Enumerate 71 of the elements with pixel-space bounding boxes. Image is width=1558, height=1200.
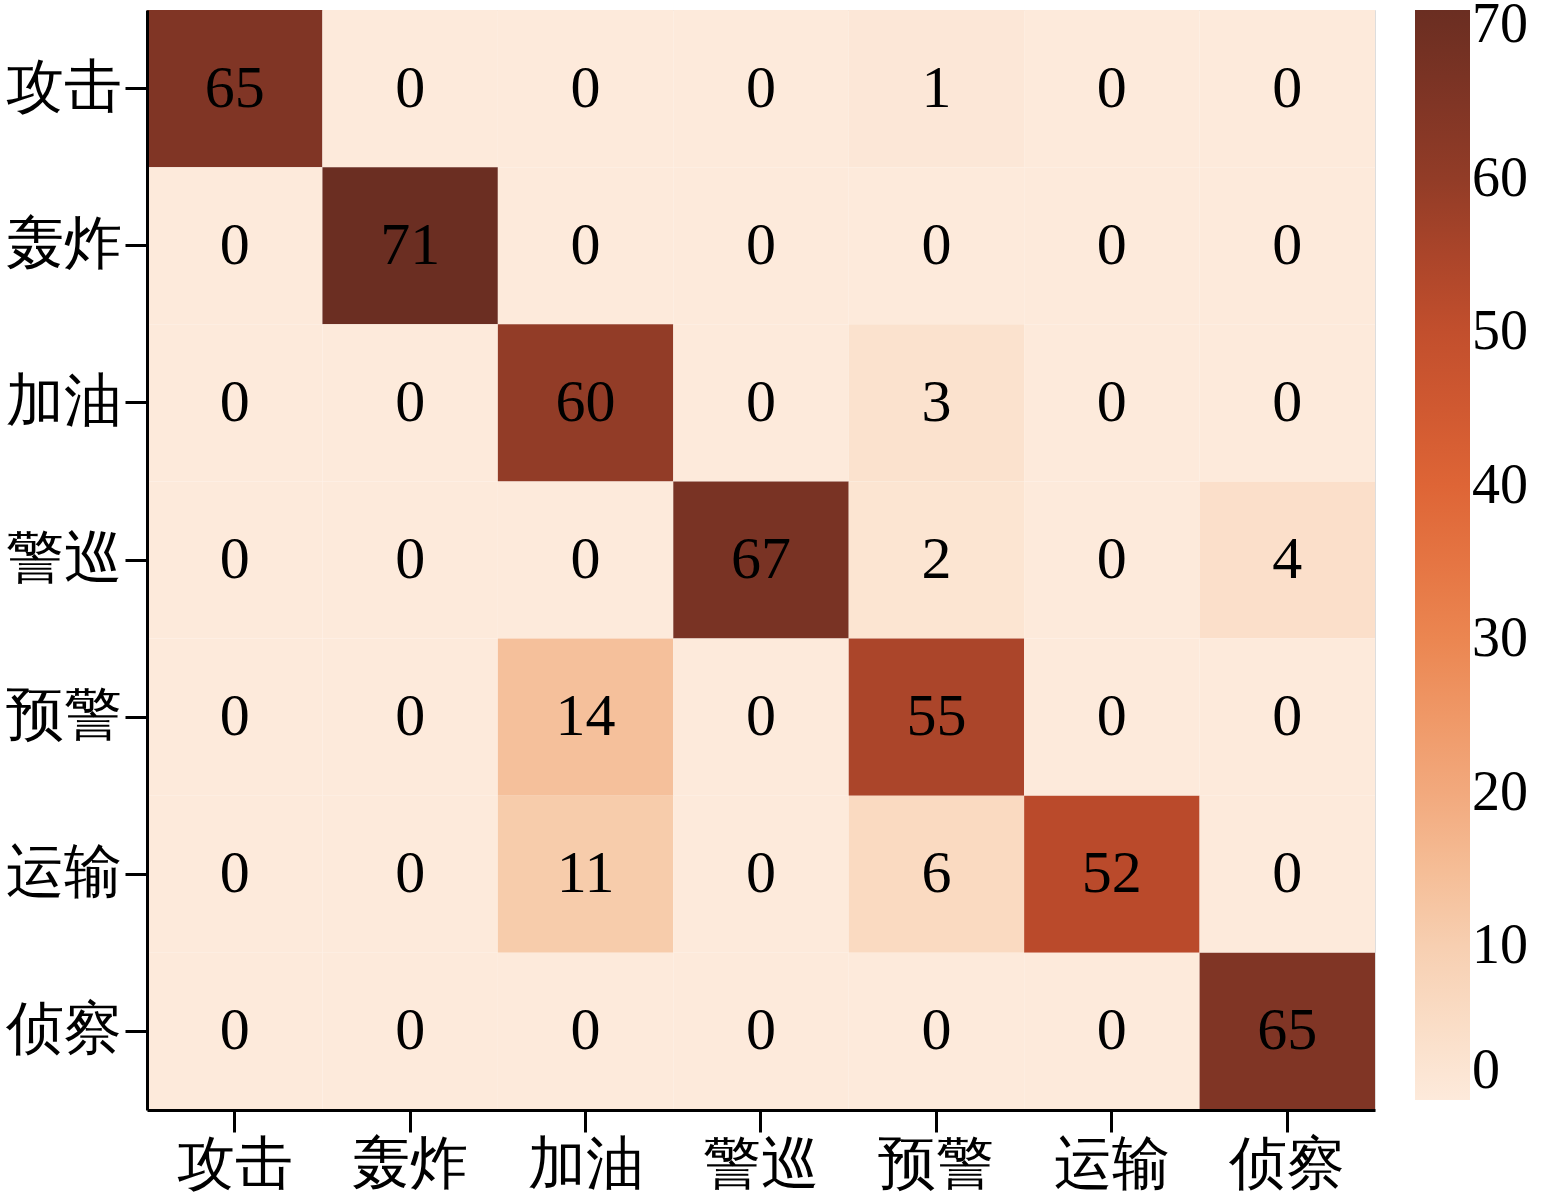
color-bar-label: 70 (1472, 0, 1528, 55)
data-label: 71 (380, 210, 441, 277)
color-bar-label: 10 (1472, 913, 1528, 976)
color-bar-label: 30 (1472, 606, 1528, 669)
color-bar-label: 60 (1472, 145, 1528, 208)
data-label: 1 (921, 53, 952, 120)
data-label: 0 (395, 682, 426, 749)
data-label: 0 (395, 53, 426, 120)
data-label: 0 (746, 210, 776, 277)
data-label: 65 (204, 53, 265, 120)
data-label: 0 (570, 525, 601, 591)
color-bar-label: 20 (1472, 759, 1528, 822)
data-label: 52 (1081, 839, 1142, 906)
data-label: 0 (219, 996, 250, 1063)
data-label: 0 (1096, 210, 1127, 277)
y-tick-label: 侦察 (4, 996, 122, 1062)
y-tick-label: 轰炸 (5, 210, 122, 276)
data-label: 6 (921, 839, 952, 906)
x-tick-label: 加油 (527, 1130, 644, 1196)
data-label: 0 (921, 210, 952, 277)
data-label: 11 (556, 839, 615, 906)
x-tick-label: 侦察 (1228, 1130, 1346, 1196)
data-label: 0 (1096, 525, 1127, 591)
data-label: 67 (731, 525, 791, 591)
data-label: 60 (555, 367, 616, 434)
data-label: 14 (555, 682, 616, 749)
data-label: 0 (746, 53, 776, 120)
data-label: 0 (746, 367, 776, 434)
data-label: 0 (219, 839, 250, 906)
color-bar-label: 50 (1472, 299, 1528, 362)
data-label: 0 (1096, 367, 1127, 434)
data-label: 55 (906, 682, 967, 749)
data-label: 0 (395, 839, 426, 906)
data-label: 0 (746, 839, 776, 906)
data-label: 0 (219, 367, 250, 434)
x-tick-label: 攻击 (176, 1130, 293, 1196)
x-tick-label: 运输 (1053, 1130, 1170, 1196)
data-label: 0 (1272, 367, 1303, 434)
data-label: 0 (1272, 53, 1303, 120)
data-label: 0 (921, 996, 952, 1063)
data-label: 65 (1257, 996, 1318, 1063)
x-tick-label: 预警 (878, 1130, 995, 1196)
data-label: 2 (921, 525, 952, 591)
y-tick-label: 加油 (5, 367, 122, 433)
y-tick-label: 警巡 (5, 525, 122, 590)
data-label: 0 (219, 682, 250, 749)
data-label: 0 (570, 210, 601, 277)
data-label: 0 (219, 210, 250, 277)
data-label: 4 (1272, 525, 1303, 591)
data-label: 0 (1096, 996, 1127, 1063)
color-bar-label: 40 (1472, 452, 1528, 515)
data-label: 0 (1272, 210, 1303, 277)
y-tick-label: 预警 (5, 682, 122, 748)
data-label: 0 (746, 682, 776, 749)
data-label: 0 (570, 996, 601, 1063)
data-label: 0 (1096, 53, 1127, 120)
x-tick-label: 轰炸 (352, 1130, 469, 1196)
data-label: 0 (570, 53, 601, 120)
y-tick-label: 运输 (5, 839, 122, 905)
data-label: 0 (1096, 682, 1127, 749)
data-label: 0 (1272, 839, 1303, 906)
color-bar-label: 0 (1472, 1038, 1500, 1100)
x-tick-label: 警巡 (703, 1130, 819, 1196)
data-label: 0 (395, 525, 426, 591)
y-tick-label: 攻击 (5, 53, 122, 119)
data-label: 3 (921, 367, 952, 434)
data-label: 0 (1272, 682, 1303, 749)
data-label: 0 (746, 996, 776, 1063)
data-label: 0 (219, 525, 250, 591)
data-label: 0 (395, 367, 426, 434)
data-label: 0 (395, 996, 426, 1063)
